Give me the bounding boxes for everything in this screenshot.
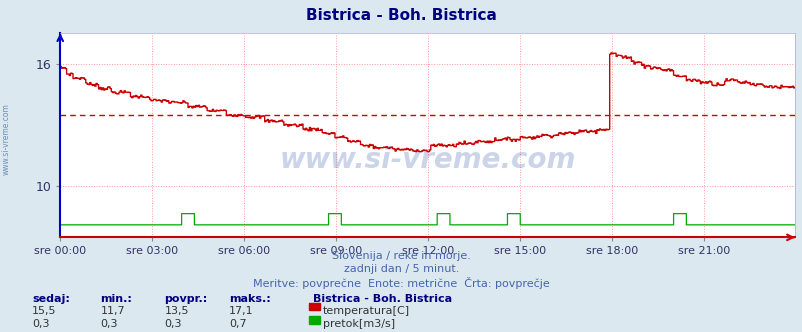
Text: Bistrica - Boh. Bistrica: Bistrica - Boh. Bistrica xyxy=(306,8,496,23)
Text: temperatura[C]: temperatura[C] xyxy=(322,306,409,316)
Text: sedaj:: sedaj: xyxy=(32,294,70,304)
Text: zadnji dan / 5 minut.: zadnji dan / 5 minut. xyxy=(343,264,459,274)
Text: 11,7: 11,7 xyxy=(100,306,125,316)
Text: 0,3: 0,3 xyxy=(164,319,182,329)
Text: min.:: min.: xyxy=(100,294,132,304)
Text: www.si-vreme.com: www.si-vreme.com xyxy=(279,146,575,174)
Text: 17,1: 17,1 xyxy=(229,306,253,316)
Text: maks.:: maks.: xyxy=(229,294,270,304)
Text: 0,3: 0,3 xyxy=(32,319,50,329)
Text: www.si-vreme.com: www.si-vreme.com xyxy=(2,104,11,175)
Text: 0,7: 0,7 xyxy=(229,319,246,329)
Text: 0,3: 0,3 xyxy=(100,319,118,329)
Text: Bistrica - Boh. Bistrica: Bistrica - Boh. Bistrica xyxy=(313,294,452,304)
Text: Slovenija / reke in morje.: Slovenija / reke in morje. xyxy=(332,251,470,261)
Text: povpr.:: povpr.: xyxy=(164,294,208,304)
Text: pretok[m3/s]: pretok[m3/s] xyxy=(322,319,395,329)
Text: Meritve: povprečne  Enote: metrične  Črta: povprečje: Meritve: povprečne Enote: metrične Črta:… xyxy=(253,277,549,289)
Text: 13,5: 13,5 xyxy=(164,306,189,316)
Text: 15,5: 15,5 xyxy=(32,306,57,316)
